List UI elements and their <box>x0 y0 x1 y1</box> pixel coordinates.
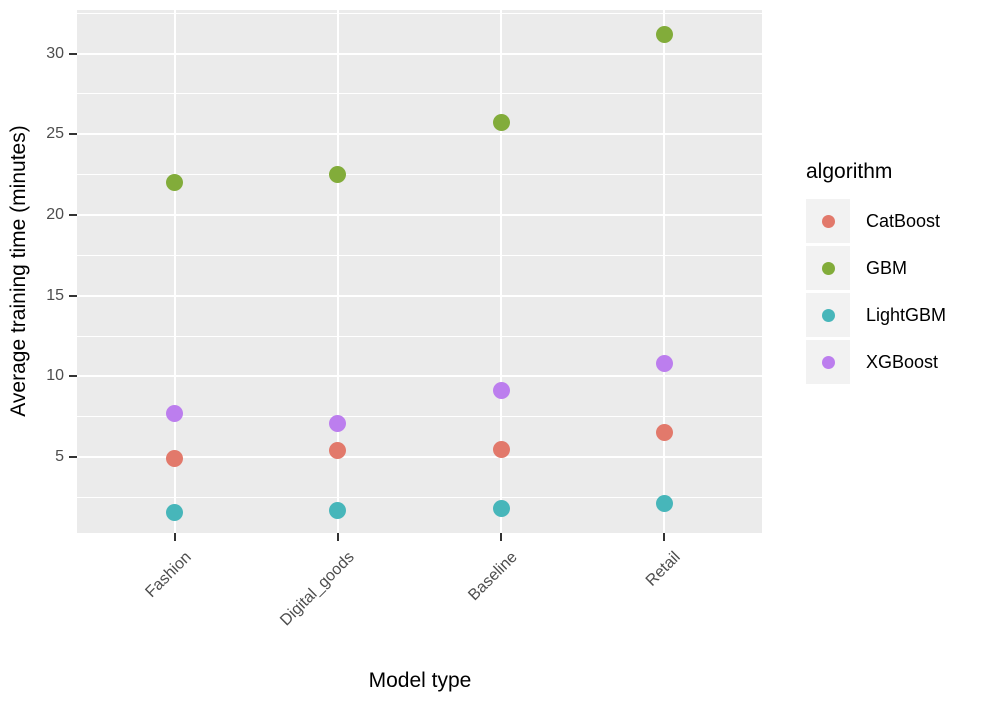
y-gridline-minor <box>77 12 762 14</box>
x-tick-mark <box>173 533 176 541</box>
y-tick-label: 10 <box>46 367 64 385</box>
data-point-catboost <box>655 424 673 442</box>
x-tick-label: Digital_goods <box>277 548 358 630</box>
legend-dot-xgboost <box>821 355 835 369</box>
data-point-lightgbm <box>655 495 673 513</box>
legend-title: algorithm <box>806 160 893 183</box>
x-gridline-major <box>663 10 666 533</box>
legend-key <box>806 340 850 384</box>
legend-item-label: LightGBM <box>866 304 947 325</box>
x-gridline-major <box>500 10 503 533</box>
data-point-xgboost <box>492 382 510 400</box>
y-tick-mark <box>69 294 77 297</box>
y-gridline-major <box>77 456 762 459</box>
legend-item-label: GBM <box>866 257 908 278</box>
y-gridline-major <box>77 214 762 216</box>
y-gridline-major <box>77 375 762 378</box>
data-point-gbm <box>655 25 673 43</box>
legend-item: XGBoost <box>806 340 946 384</box>
legend-item-label: XGBoost <box>866 351 939 372</box>
legend: algorithm CatBoost GBM LightGBM XGBoost <box>806 160 946 387</box>
legend-key <box>806 199 850 243</box>
x-tick-mark <box>663 533 666 541</box>
data-point-lightgbm <box>329 501 347 519</box>
data-point-catboost <box>329 442 347 460</box>
legend-items: CatBoost GBM LightGBM XGBoost <box>806 199 946 384</box>
data-point-xgboost <box>329 414 347 432</box>
data-point-catboost <box>166 450 184 468</box>
y-gridline-minor <box>77 496 762 498</box>
legend-key <box>806 246 850 290</box>
y-tick-mark <box>69 375 77 378</box>
plot-panel <box>77 10 762 533</box>
legend-key <box>806 293 850 337</box>
y-axis-title: Average training time (minutes) <box>7 125 30 417</box>
legend-item: LightGBM <box>806 293 946 337</box>
y-tick-mark <box>69 456 77 459</box>
data-point-gbm <box>492 114 510 132</box>
y-tick-mark <box>69 214 77 216</box>
data-point-catboost <box>492 440 510 458</box>
data-point-lightgbm <box>166 503 184 521</box>
y-gridline-minor <box>77 174 762 176</box>
data-point-lightgbm <box>492 500 510 518</box>
y-gridline-major <box>77 294 762 297</box>
x-tick-label: Fashion <box>142 548 195 601</box>
data-point-xgboost <box>166 405 184 423</box>
x-tick-label: Retail <box>642 548 684 590</box>
y-tick-label: 5 <box>55 448 64 466</box>
y-gridline-major <box>77 52 762 55</box>
legend-item-label: CatBoost <box>866 210 941 231</box>
y-tick-label: 15 <box>46 286 64 304</box>
y-gridline-minor <box>77 254 762 256</box>
y-gridline-minor <box>77 335 762 337</box>
y-tick-label: 20 <box>46 206 64 223</box>
legend-dot-lightgbm <box>821 308 835 322</box>
data-point-xgboost <box>655 355 673 372</box>
y-gridline-major <box>77 133 762 136</box>
legend-item: GBM <box>806 246 946 290</box>
legend-item: CatBoost <box>806 199 946 243</box>
y-tick-mark <box>69 133 77 136</box>
legend-dot-gbm <box>821 261 835 275</box>
y-tick-label: 30 <box>46 44 64 62</box>
y-tick-label: 25 <box>46 125 64 143</box>
legend-dot-catboost <box>821 214 835 228</box>
data-point-gbm <box>329 166 347 184</box>
x-gridline-major <box>173 10 176 533</box>
y-tick-mark <box>69 52 77 55</box>
y-gridline-minor <box>77 416 762 418</box>
data-point-gbm <box>166 174 184 192</box>
x-gridline-major <box>336 10 339 533</box>
y-gridline-minor <box>77 93 762 95</box>
x-tick-mark <box>500 533 503 541</box>
x-tick-mark <box>336 533 339 541</box>
x-axis-title: Model type <box>368 669 472 692</box>
